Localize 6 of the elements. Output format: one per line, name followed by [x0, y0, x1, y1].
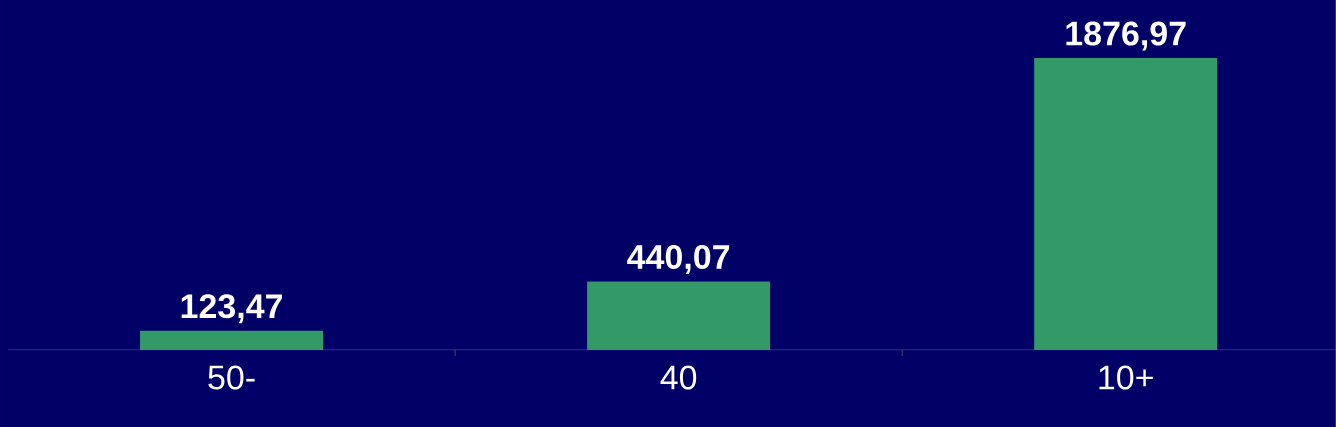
- data-label: 440,07: [627, 244, 730, 274]
- x-tick-label: 40: [660, 365, 697, 390]
- x-tick-label: 50-: [208, 365, 255, 390]
- data-label: 1876,97: [1066, 21, 1186, 51]
- data-label: 123,47: [181, 294, 283, 324]
- x-tick-label: 10+: [1099, 365, 1153, 390]
